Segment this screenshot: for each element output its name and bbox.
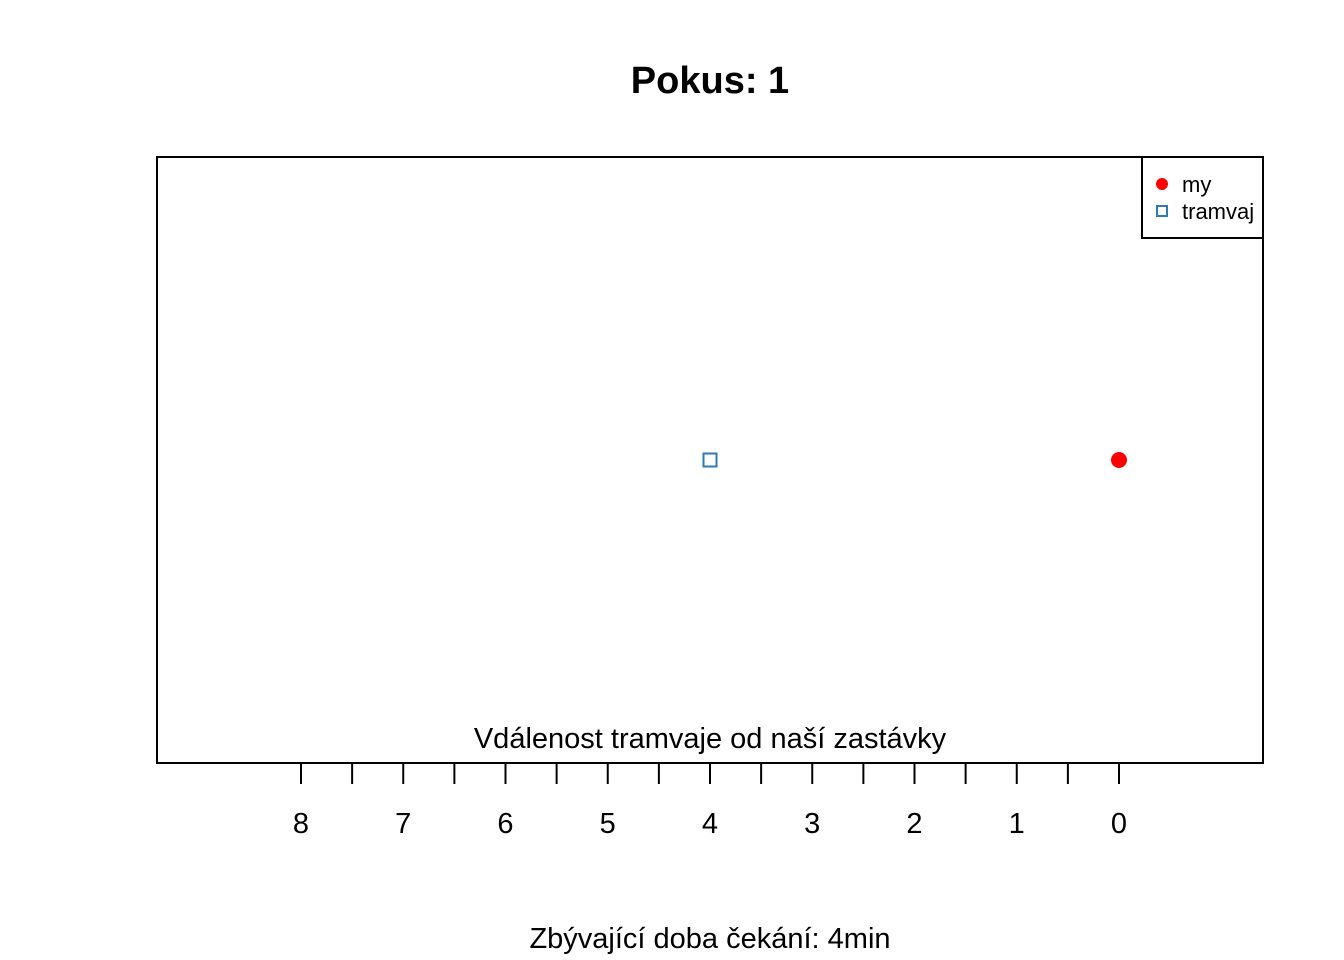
x-tick-label: 4 [702,808,718,840]
legend: my tramvaj [1141,156,1264,239]
x-tick-label: 7 [395,808,411,840]
legend-label-tramvaj: tramvaj [1182,199,1254,224]
point-my [1111,452,1127,468]
x-tick-label: 0 [1111,808,1127,840]
legend-box [1141,156,1264,239]
legend-marker-my [1156,178,1168,190]
data-points [702,452,1127,468]
chart-title: Pokus: 1 [631,60,789,102]
waiting-time-caption: Zbývající doba čekání: 4min [529,923,890,955]
x-tick-label: 3 [804,808,820,840]
x-tick-label: 6 [497,808,513,840]
legend-label-my: my [1182,172,1211,197]
legend-marker-tramvaj [1156,205,1168,217]
x-axis-label: Vdálenost tramvaje od naší zastávky [474,723,947,755]
x-axis-ticks: 8 7 6 5 4 3 2 1 0 [293,763,1127,840]
x-tick-label: 2 [906,808,922,840]
point-tramvaj [702,452,718,468]
x-tick-label: 1 [1009,808,1025,840]
plot-area [156,156,1264,764]
x-tick-label: 8 [293,808,309,840]
x-tick-label: 5 [600,808,616,840]
